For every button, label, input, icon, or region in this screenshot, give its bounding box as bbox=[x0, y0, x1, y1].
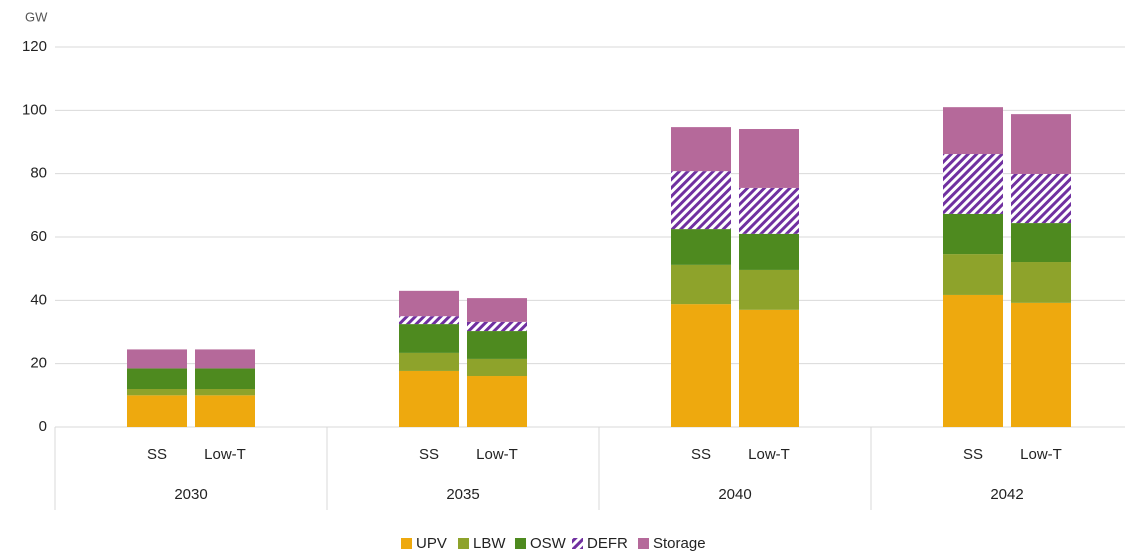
bar-segment bbox=[127, 389, 187, 396]
bar-segment bbox=[1011, 173, 1071, 224]
bar-segment bbox=[195, 395, 255, 427]
y-tick-label: 0 bbox=[39, 418, 47, 435]
bar-segment bbox=[399, 324, 459, 353]
bar-segment bbox=[1011, 262, 1071, 303]
x-tick-label: Low-T bbox=[204, 446, 246, 463]
bar-segment bbox=[127, 349, 187, 369]
group-label: 2035 bbox=[446, 486, 479, 503]
x-tick-label: Low-T bbox=[1020, 446, 1062, 463]
bar-segment bbox=[671, 229, 731, 265]
bar-segment bbox=[739, 309, 799, 427]
bar-segment bbox=[739, 269, 799, 310]
bar-segment bbox=[943, 294, 1003, 427]
y-tick-label: 60 bbox=[30, 228, 47, 245]
y-tick-label: 20 bbox=[30, 355, 47, 372]
legend-swatch bbox=[572, 538, 583, 549]
legend-swatch bbox=[401, 538, 412, 549]
bar-segment bbox=[739, 233, 799, 270]
bar-segment bbox=[739, 187, 799, 234]
bar-segment bbox=[127, 368, 187, 389]
legend-label: LBW bbox=[473, 535, 506, 552]
group-label: 2030 bbox=[174, 486, 207, 503]
bar-segment bbox=[399, 352, 459, 371]
y-tick-label: 80 bbox=[30, 165, 47, 182]
y-tick-label: 100 bbox=[22, 101, 47, 118]
bar-segment bbox=[399, 290, 459, 317]
legend-label: OSW bbox=[530, 535, 567, 552]
bar-segment bbox=[1011, 302, 1071, 427]
x-tick-label: SS bbox=[691, 446, 711, 463]
bar-segment bbox=[195, 349, 255, 369]
bar-segment bbox=[739, 129, 799, 188]
bar-segment bbox=[195, 368, 255, 389]
legend-swatch bbox=[458, 538, 469, 549]
bar-segment bbox=[467, 358, 527, 377]
group-label: 2040 bbox=[718, 486, 751, 503]
x-tick-label: Low-T bbox=[748, 446, 790, 463]
bar-segment bbox=[671, 171, 731, 230]
bar-segment bbox=[127, 395, 187, 427]
bar-segment bbox=[467, 321, 527, 332]
bar-segment bbox=[943, 254, 1003, 295]
bar-segment bbox=[399, 316, 459, 325]
legend-label: UPV bbox=[416, 535, 447, 552]
bar-segment bbox=[671, 127, 731, 172]
x-tick-label: SS bbox=[419, 446, 439, 463]
group-label: 2042 bbox=[990, 486, 1023, 503]
bar-segment bbox=[943, 213, 1003, 255]
legend-label: DEFR bbox=[587, 535, 628, 552]
legend-swatch bbox=[638, 538, 649, 549]
y-axis-label: GW bbox=[25, 9, 48, 24]
bar-segment bbox=[943, 107, 1003, 155]
bar-segment bbox=[943, 154, 1003, 214]
y-tick-label: 40 bbox=[30, 291, 47, 308]
bar-segment bbox=[467, 298, 527, 322]
bar-segment bbox=[195, 389, 255, 396]
bar-segment bbox=[671, 264, 731, 305]
bar-segment bbox=[1011, 223, 1071, 263]
legend-label: Storage bbox=[653, 535, 706, 552]
y-tick-label: 120 bbox=[22, 38, 47, 55]
x-tick-label: SS bbox=[963, 446, 983, 463]
bar-segment bbox=[467, 376, 527, 427]
x-tick-label: SS bbox=[147, 446, 167, 463]
bar-segment bbox=[671, 304, 731, 427]
bar-segment bbox=[1011, 114, 1071, 174]
bar-segment bbox=[399, 370, 459, 427]
legend-swatch bbox=[515, 538, 526, 549]
x-tick-label: Low-T bbox=[476, 446, 518, 463]
bar-segment bbox=[467, 331, 527, 359]
